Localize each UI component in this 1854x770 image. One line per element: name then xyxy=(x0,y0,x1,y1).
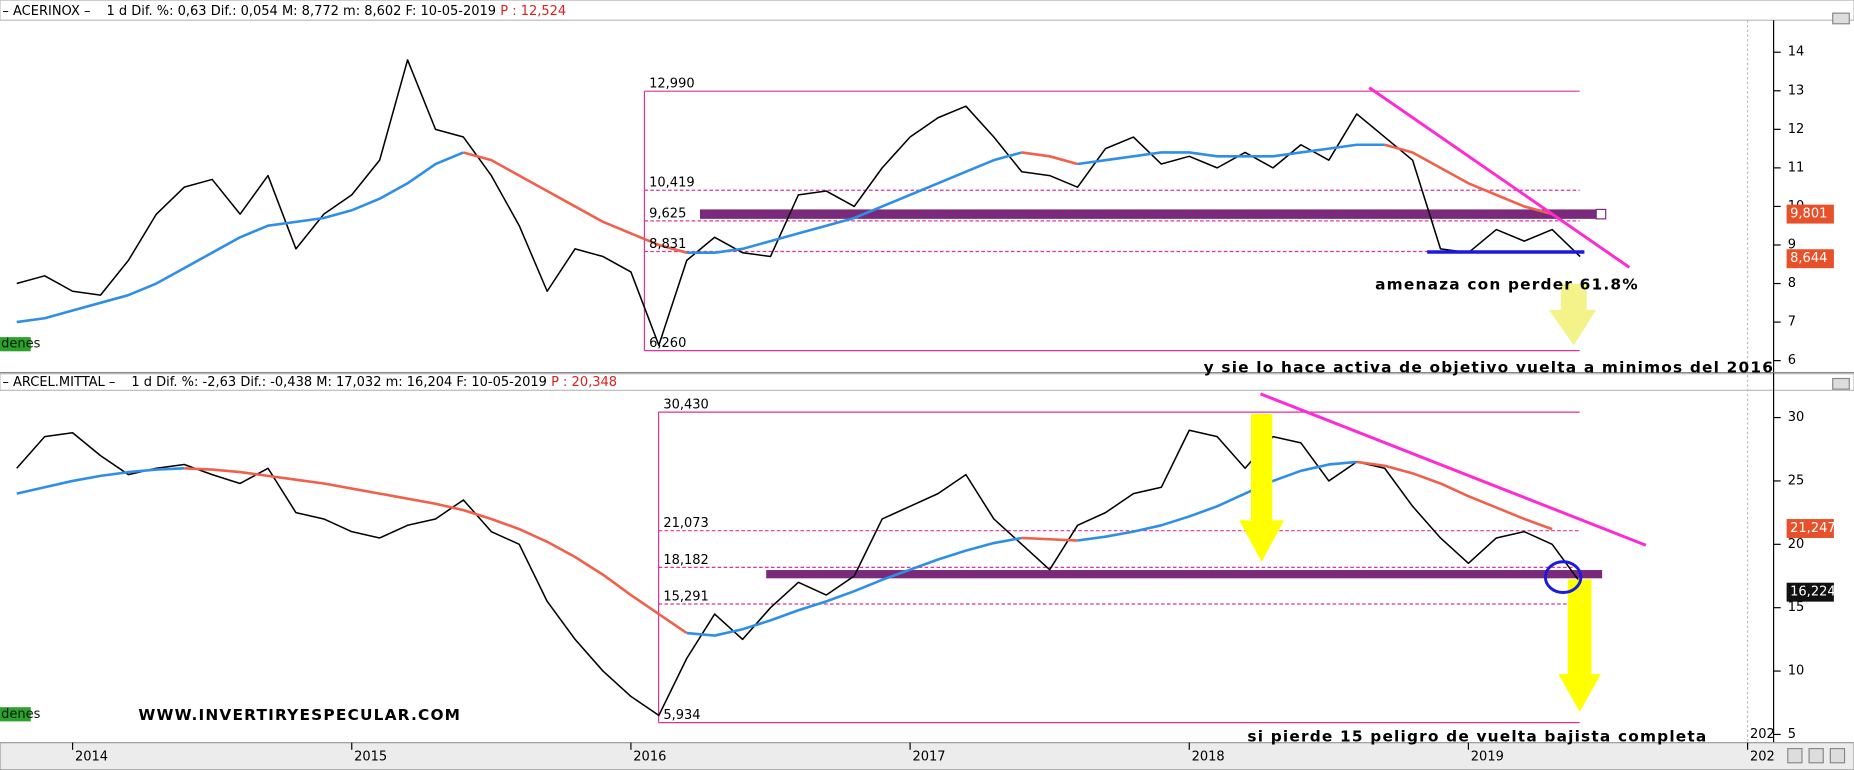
x-tick-label: 202 xyxy=(1750,749,1775,764)
band-end xyxy=(1595,208,1607,220)
y-tick-label: 7 xyxy=(1788,315,1796,330)
panel-button[interactable] xyxy=(1832,377,1850,390)
panel-button[interactable] xyxy=(1832,12,1850,25)
x-axis-band xyxy=(0,742,1854,770)
tool-button[interactable] xyxy=(1787,747,1803,764)
y-tick-label: 10 xyxy=(1788,664,1805,679)
last-value-box xyxy=(1786,249,1834,269)
y-tick-label: 11 xyxy=(1788,160,1805,175)
x-tick-label: 2016 xyxy=(633,749,666,764)
fib-label: 30,430 xyxy=(663,398,709,413)
x-tick-label: 2015 xyxy=(354,749,387,764)
x-tick-label: 2017 xyxy=(912,749,945,764)
labels: 6 7 8 9 10 11 12 13 14 12,990 10,419 9,625 8,831 6,26… xyxy=(0,45,1836,764)
x-tick-label: 2018 xyxy=(1192,749,1225,764)
y-tick-label: 8 xyxy=(1788,276,1796,291)
tag-label: denes xyxy=(1,337,40,352)
y-tick-label: 15 xyxy=(1788,600,1805,615)
header: – ARCEL.MITTAL – 1 d Dif. %: -2,63 Dif.:… xyxy=(2,375,617,390)
header: – ACERINOX – 1 d Dif. %: 0,63 Dif.: 0,05… xyxy=(2,3,566,18)
fib-label: 21,073 xyxy=(663,516,709,531)
moving-average xyxy=(16,460,1357,637)
annotation: WWW.INVERTIRYESPECULAR.COM xyxy=(138,706,461,724)
tool-button[interactable] xyxy=(1808,747,1824,764)
last-value-label: 8,644 xyxy=(1790,251,1827,266)
trend-line xyxy=(1259,392,1647,547)
y-tick-label: 25 xyxy=(1788,473,1805,488)
price-line xyxy=(16,429,1581,717)
annotation: amenaza con perder 61.8% xyxy=(1375,276,1639,294)
x-tick-label: 2019 xyxy=(1471,749,1504,764)
header-title: – ARCEL.MITTAL – xyxy=(2,375,115,390)
header-bar xyxy=(0,0,1854,21)
arrow xyxy=(1558,579,1601,712)
moving-average xyxy=(463,143,1553,254)
last-value-label: 21,247 xyxy=(1790,521,1836,536)
fib-label: 6,260 xyxy=(649,336,686,351)
y-tick-label: 6 xyxy=(1788,353,1796,368)
tag-box xyxy=(0,337,31,352)
arrow xyxy=(1548,283,1597,346)
annotation: y sie lo hace activa de objetivo vuelta … xyxy=(1204,358,1774,376)
support-band xyxy=(699,209,1601,219)
last-value-label: 9,801 xyxy=(1790,207,1827,222)
tag-label: denes xyxy=(1,707,40,722)
y-tick-label: 20 xyxy=(1788,537,1805,552)
header-title: – ACERINOX – xyxy=(2,3,90,18)
moving-average xyxy=(184,460,1553,635)
header-price: P : 12,524 xyxy=(500,3,566,18)
tag-box xyxy=(0,707,31,722)
axis-note: 202 xyxy=(1750,727,1775,742)
y-tick-label: 5 xyxy=(1788,727,1796,742)
last-value-box xyxy=(1786,582,1834,602)
drawings xyxy=(1239,86,1647,712)
fib-label: 15,291 xyxy=(663,589,709,604)
price-line xyxy=(16,59,1581,346)
x-tick-label: 2014 xyxy=(75,749,108,764)
header-info: 1 d Dif. %: 0,63 Dif.: 0,054 M: 8,772 m:… xyxy=(106,3,496,18)
moving-average xyxy=(16,143,1385,324)
drawings-under xyxy=(699,208,1607,579)
y-tick-label: 30 xyxy=(1788,410,1805,425)
highlight-circle xyxy=(1543,560,1583,594)
last-value-box xyxy=(1786,519,1834,538)
header-price: P : 20,348 xyxy=(551,375,617,390)
annotation: si pierde 15 peligro de vuelta bajista c… xyxy=(1247,727,1707,745)
support-band xyxy=(766,570,1603,579)
arrow xyxy=(1239,413,1285,562)
fib-label: 9,625 xyxy=(649,206,686,221)
y-tick-label: 12 xyxy=(1788,122,1805,137)
trend-line xyxy=(1368,86,1631,269)
y-tick-label: 9 xyxy=(1788,237,1796,252)
last-value-box xyxy=(1786,204,1834,224)
fib-label: 18,182 xyxy=(663,553,709,568)
fib-label: 10,419 xyxy=(649,176,695,191)
fib-label: 5,934 xyxy=(663,708,700,723)
plot xyxy=(16,59,1581,724)
y-tick-label: 14 xyxy=(1788,45,1805,60)
y-tick-label: 13 xyxy=(1788,83,1805,98)
last-value-label: 16,224 xyxy=(1790,585,1836,600)
fib-label: 12,990 xyxy=(649,77,695,92)
header-bar xyxy=(0,373,1854,391)
header-info: 1 d Dif. %: -2,63 Dif.: -0,438 M: 17,032… xyxy=(131,375,547,390)
tool-button[interactable] xyxy=(1829,747,1846,764)
fib-label: 8,831 xyxy=(649,237,686,252)
